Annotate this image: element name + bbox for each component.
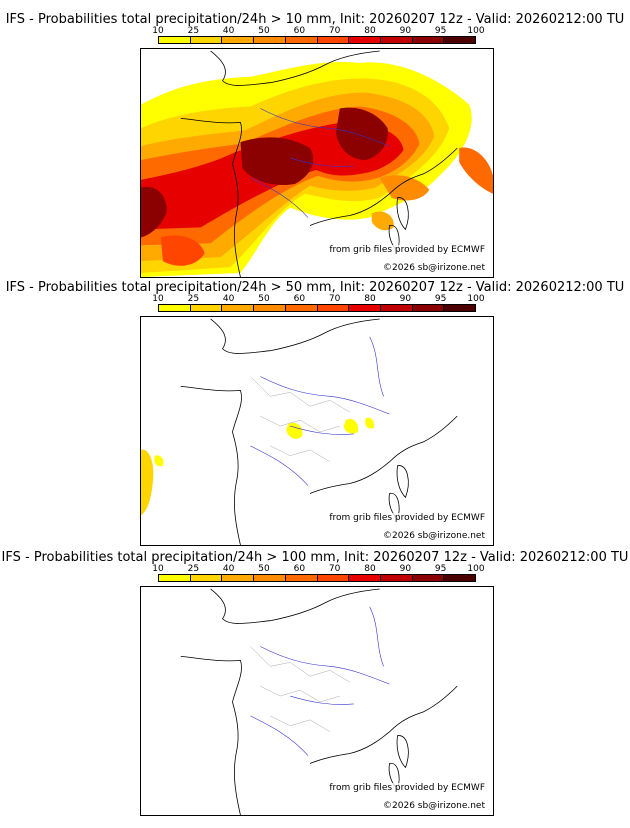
colorbar-swatch (285, 575, 318, 581)
colorbar-labels: 10 25 40 50 60 70 80 90 95 100 (152, 26, 484, 36)
colorbar-swatch (285, 37, 318, 43)
coastlines (180, 588, 458, 815)
colorbar-tick-label: 25 (187, 26, 200, 36)
colorbar-swatch (222, 575, 255, 581)
map-graphic (141, 50, 493, 277)
source-credit: from grib files provided by ECMWF (327, 245, 487, 255)
colorbar (158, 36, 476, 44)
map-panel-100mm: IFS - Probabilities total precipitation/… (0, 538, 630, 816)
colorbar-swatch (412, 305, 445, 311)
colorbar-tick-label: 80 (364, 564, 376, 574)
colorbar-swatch (222, 37, 255, 43)
colorbar-labels: 10 25 40 50 60 70 80 90 95 100 (152, 564, 484, 574)
colorbar-swatch (254, 305, 286, 311)
colorbar-tick-label: 60 (293, 294, 306, 304)
colorbar-swatch (349, 37, 381, 43)
colorbar-swatch (190, 37, 223, 43)
colorbar-labels: 10 25 40 50 60 70 80 90 95 100 (152, 294, 484, 304)
colorbar-tick-label: 100 (467, 564, 485, 574)
source-credit: from grib files provided by ECMWF (327, 513, 487, 523)
precip-shading (141, 417, 375, 516)
precip-map: from grib files provided by ECMWF ©2026 … (140, 48, 494, 278)
colorbar-tick-label: 60 (293, 564, 306, 574)
colorbar-tick-label: 90 (399, 26, 412, 36)
precip-map: from grib files provided by ECMWF ©2026 … (140, 586, 494, 816)
colorbar-swatch (317, 37, 350, 43)
colorbar-swatch (159, 575, 191, 581)
map-panel-50mm: IFS - Probabilities total precipitation/… (0, 268, 630, 546)
colorbar-tick-label: 50 (258, 26, 270, 36)
colorbar-swatch (444, 37, 476, 43)
panel-title: IFS - Probabilities total precipitation/… (5, 280, 625, 295)
colorbar-swatch (349, 575, 381, 581)
rivers (250, 108, 390, 218)
colorbar-swatch (444, 305, 476, 311)
colorbar-swatch (380, 305, 413, 311)
colorbar-tick-label: 25 (187, 564, 200, 574)
colorbar-swatch (412, 575, 445, 581)
colorbar-swatch (412, 37, 445, 43)
map-panel-10mm: IFS - Probabilities total precipitation/… (0, 0, 630, 278)
colorbar (158, 304, 476, 312)
colorbar-tick-label: 40 (222, 564, 235, 574)
colorbar-tick-label: 40 (222, 294, 235, 304)
rivers (250, 606, 390, 756)
colorbar-tick-label: 70 (328, 26, 341, 36)
colorbar-swatch (317, 575, 350, 581)
admin-borders (250, 376, 350, 462)
source-credit: from grib files provided by ECMWF (327, 783, 487, 793)
copyright-credit: ©2026 sb@irizone.net (381, 801, 487, 811)
colorbar-tick-label: 90 (399, 564, 412, 574)
coastlines (180, 318, 458, 545)
colorbar-swatch (317, 305, 350, 311)
rivers (250, 336, 390, 486)
copyright-credit: ©2026 sb@irizone.net (381, 531, 487, 541)
colorbar-tick-label: 95 (434, 294, 447, 304)
colorbar-tick-label: 80 (364, 26, 376, 36)
precip-map: from grib files provided by ECMWF ©2026 … (140, 316, 494, 546)
colorbar-tick-label: 10 (152, 294, 164, 304)
panel-title: IFS - Probabilities total precipitation/… (1, 550, 629, 565)
map-graphic (141, 318, 458, 545)
colorbar-swatch (254, 575, 286, 581)
colorbar-tick-label: 95 (434, 26, 447, 36)
colorbar-tick-label: 50 (258, 564, 270, 574)
colorbar-tick-label: 100 (467, 294, 485, 304)
colorbar-swatch (349, 305, 381, 311)
colorbar (158, 574, 476, 582)
colorbar-swatch (254, 37, 286, 43)
colorbar-tick-label: 50 (258, 294, 270, 304)
colorbar-tick-label: 10 (152, 26, 164, 36)
colorbar-tick-label: 10 (152, 564, 164, 574)
panel-title: IFS - Probabilities total precipitation/… (5, 12, 625, 27)
copyright-credit: ©2026 sb@irizone.net (381, 263, 487, 273)
colorbar-tick-label: 25 (187, 294, 200, 304)
colorbar-swatch (159, 305, 191, 311)
precip-shading (141, 61, 493, 277)
colorbar-swatch (222, 305, 255, 311)
colorbar-tick-label: 90 (399, 294, 412, 304)
colorbar-tick-label: 80 (364, 294, 376, 304)
admin-borders (250, 646, 350, 732)
colorbar-swatch (190, 575, 223, 581)
colorbar-swatch (190, 305, 223, 311)
colorbar-tick-label: 60 (293, 26, 306, 36)
colorbar-swatch (380, 575, 413, 581)
colorbar-tick-label: 95 (434, 564, 447, 574)
colorbar-tick-label: 100 (467, 26, 485, 36)
colorbar-tick-label: 40 (222, 26, 235, 36)
map-graphic (180, 588, 458, 815)
colorbar-swatch (380, 37, 413, 43)
colorbar-tick-label: 70 (328, 564, 341, 574)
colorbar-swatch (444, 575, 476, 581)
colorbar-swatch (159, 37, 191, 43)
colorbar-swatch (285, 305, 318, 311)
colorbar-tick-label: 70 (328, 294, 341, 304)
